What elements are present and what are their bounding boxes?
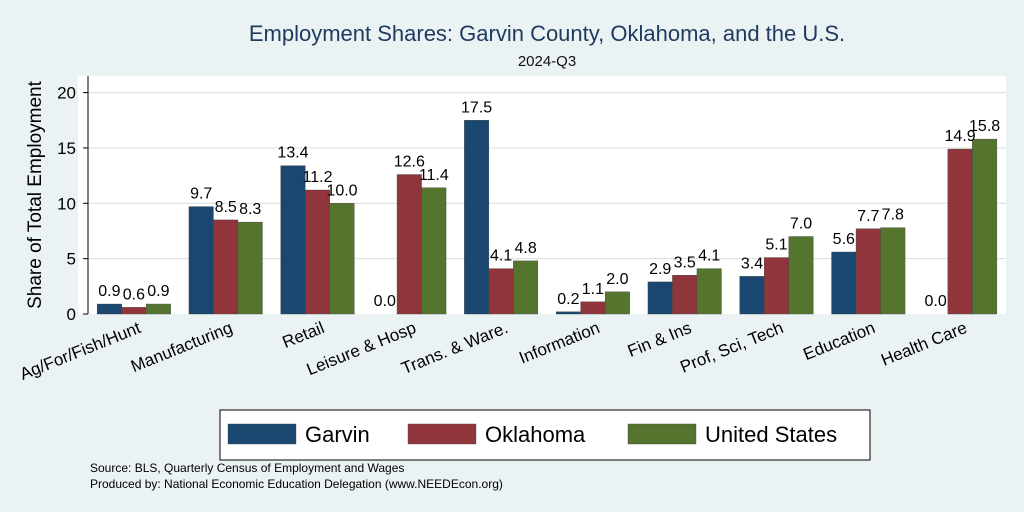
bar (672, 275, 698, 315)
bar (947, 148, 973, 315)
data-label: 13.4 (277, 145, 308, 162)
bar (280, 165, 306, 315)
y-tick-label: 10 (57, 194, 76, 213)
data-label: 7.0 (790, 216, 812, 233)
bar (880, 227, 906, 315)
chart-subtitle: 2024-Q3 (518, 53, 576, 70)
bar (580, 301, 606, 315)
legend-label: Garvin (305, 422, 370, 447)
bar (96, 303, 122, 315)
data-label: 4.1 (698, 248, 720, 265)
y-tick-label: 15 (57, 139, 76, 158)
bar (555, 311, 581, 315)
bar (213, 219, 239, 315)
data-label: 3.5 (674, 254, 696, 271)
data-labels: 0.9 0.6 0.9 9.78.5 8.3 13.4 11.210.0 0.0 12.611.… (98, 99, 1000, 310)
y-tick-label: 0 (67, 305, 76, 324)
data-label: 4.1 (490, 248, 512, 265)
data-label: 7.7 (857, 208, 879, 225)
data-label: 2.0 (606, 271, 628, 288)
data-label: 11.2 (303, 169, 333, 186)
bar (972, 138, 998, 315)
data-label: 9.7 (190, 186, 212, 203)
bar (145, 303, 171, 315)
data-label: 2.9 (649, 261, 671, 278)
x-tick-label: Health Care (878, 318, 969, 370)
bar (305, 189, 330, 315)
data-label: 17.5 (461, 99, 492, 116)
bars (96, 120, 998, 315)
data-label: 15.8 (969, 118, 1000, 135)
data-label: 0.9 (98, 283, 120, 300)
x-tick-label: Fin & Ins (625, 318, 694, 361)
bar (464, 120, 490, 315)
y-tick-label: 5 (67, 250, 76, 269)
data-label: 4.8 (514, 240, 536, 257)
data-label: 8.5 (215, 199, 237, 216)
data-label: 10.0 (326, 182, 357, 199)
legend-label: United States (705, 422, 837, 447)
data-label: 7.8 (882, 207, 904, 224)
data-label: 11.4 (419, 167, 449, 184)
produced-by-note: Produced by: National Economic Education… (90, 477, 503, 491)
data-label: 0.2 (557, 291, 579, 308)
bar (237, 221, 263, 315)
data-label: 12.6 (394, 154, 425, 171)
data-label: 0.6 (123, 286, 145, 303)
data-label: 8.3 (239, 201, 261, 218)
chart-title: Employment Shares: Garvin County, Oklaho… (249, 21, 845, 46)
bar (421, 187, 447, 315)
legend-label: Oklahoma (485, 422, 586, 447)
legend-box (219, 409, 871, 461)
source-note: Source: BLS, Quarterly Census of Employm… (90, 461, 404, 475)
bar (764, 257, 789, 315)
bar (121, 307, 147, 315)
x-tick-label: Information (516, 318, 602, 367)
bar (855, 228, 881, 315)
bar (788, 236, 814, 315)
bar (647, 281, 673, 315)
legend: Garvin Oklahoma United States (227, 422, 837, 447)
legend-swatch (407, 423, 477, 445)
x-tick-label: Education (801, 318, 878, 364)
data-label: 1.1 (582, 281, 604, 298)
bar (604, 291, 630, 315)
data-label: 0.9 (147, 283, 169, 300)
y-axis-label: Share of Total Employment (25, 80, 46, 308)
x-tick-label: Prof, Sci, Tech (678, 318, 786, 377)
legend-swatch (627, 423, 697, 445)
data-label: 3.4 (741, 255, 763, 272)
legend-swatch (227, 423, 297, 445)
data-label: 0.0 (924, 293, 946, 310)
data-label: 5.6 (833, 231, 855, 248)
bar (188, 206, 214, 315)
bar (831, 251, 857, 315)
bar (513, 260, 539, 315)
bar (696, 268, 722, 315)
y-tick-label: 20 (57, 84, 76, 103)
x-tick-label: Retail (280, 318, 327, 352)
data-label: 0.0 (374, 293, 396, 310)
x-tick-label: Trans. & Ware. (399, 318, 511, 378)
x-tick-label: Ag/For/Fish/Hunt (17, 318, 144, 384)
bar (488, 268, 514, 315)
bar (329, 203, 355, 315)
x-tick-label: Manufacturing (128, 318, 235, 376)
y-ticks: 0 5 10 15 20 (57, 84, 88, 324)
bar (396, 174, 422, 315)
data-label: 14.9 (945, 128, 976, 145)
bar (739, 276, 765, 315)
data-label: 5.1 (765, 237, 787, 254)
